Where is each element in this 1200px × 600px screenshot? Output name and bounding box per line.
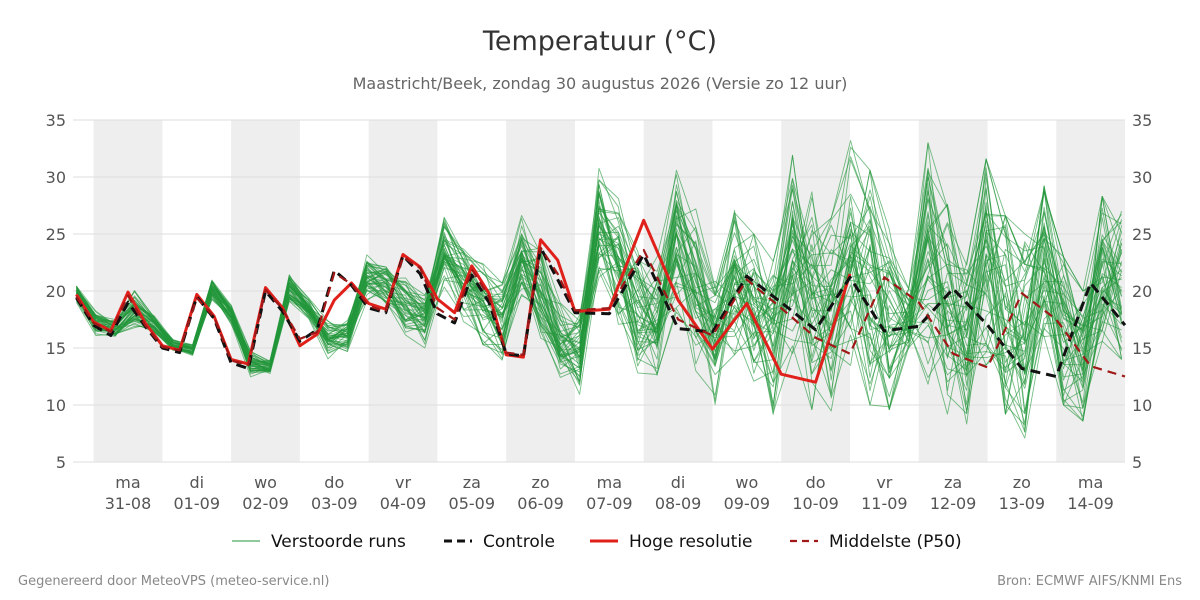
y-tick-right-15: 15 [1132, 339, 1152, 358]
x-tick-day-10-09: do [806, 473, 826, 492]
y-tick-left-10: 10 [46, 396, 66, 415]
x-tick-day-02-09: wo [254, 473, 277, 492]
x-tick-day-07-09: ma [597, 473, 622, 492]
legend-label-ensemble: Verstoorde runs [271, 532, 406, 552]
series-line-control [75, 246, 1127, 378]
x-tick-day-08-09: di [671, 473, 686, 492]
x-axis: ma 31-08 di 01-09 wo 02-09 do 03-09 vr 04-09 za 05-… [105, 473, 1114, 513]
x-tick-day-14-09: ma [1078, 473, 1103, 492]
x-tick-day-03-09: do [324, 473, 344, 492]
y-tick-left-30: 30 [46, 168, 66, 187]
y-tick-right-30: 30 [1132, 168, 1152, 187]
ensemble-member-47 [76, 221, 1123, 433]
x-tick-date-12-09: 12-09 [930, 494, 977, 513]
ensemble-lines [75, 140, 1123, 439]
y-tick-right-25: 25 [1132, 225, 1152, 244]
x-tick-date-07-09: 07-09 [586, 494, 633, 513]
x-tick-date-01-09: 01-09 [174, 494, 221, 513]
x-tick-date-11-09: 11-09 [861, 494, 908, 513]
x-tick-day-04-09: vr [395, 473, 411, 492]
x-tick-date-08-09: 08-09 [655, 494, 702, 513]
x-tick-day-31-08: ma [115, 473, 140, 492]
y-tick-left-20: 20 [46, 282, 66, 301]
y-tick-right-20: 20 [1132, 282, 1152, 301]
y-tick-left-5: 5 [56, 453, 66, 472]
x-tick-day-12-09: za [944, 473, 962, 492]
x-tick-day-09-09: wo [735, 473, 758, 492]
legend-label-hires: Hoge resolutie [629, 532, 753, 552]
x-tick-day-06-09: zo [531, 473, 549, 492]
y-tick-left-15: 15 [46, 339, 66, 358]
x-tick-date-05-09: 05-09 [449, 494, 496, 513]
y-axis-left: 5 10 15 20 25 30 35 [46, 111, 66, 472]
x-tick-day-05-09: za [463, 473, 481, 492]
y-tick-left-35: 35 [46, 111, 66, 130]
x-tick-day-13-09: zo [1013, 473, 1031, 492]
x-tick-date-13-09: 13-09 [999, 494, 1046, 513]
chart-title: Temperatuur (°C) [482, 26, 717, 57]
legend: Verstoorde runs Controle Hoge resolutie Mid… [232, 532, 962, 552]
ensemble-member-30 [76, 223, 1122, 415]
y-tick-right-5: 5 [1132, 453, 1142, 472]
legend-label-median: Middelste (P50) [829, 532, 962, 552]
x-tick-date-31-08: 31-08 [105, 494, 152, 513]
x-tick-date-14-09: 14-09 [1067, 494, 1114, 513]
x-tick-date-09-09: 09-09 [724, 494, 771, 513]
main-series-lines [75, 218, 1127, 384]
series-line-median [75, 246, 1126, 378]
x-tick-date-02-09: 02-09 [242, 494, 289, 513]
x-tick-date-04-09: 04-09 [380, 494, 427, 513]
footer-source: Bron: ECMWF AIFS/KNMI Ens [997, 574, 1182, 589]
x-tick-date-10-09: 10-09 [792, 494, 839, 513]
chart-subtitle: Maastricht/Beek, zondag 30 augustus 2026… [353, 74, 848, 93]
legend-label-control: Controle [483, 532, 555, 552]
ensemble-member-15 [76, 215, 1123, 422]
footer-generator: Gegenereerd door MeteoVPS (meteo-service… [18, 574, 329, 589]
x-tick-date-03-09: 03-09 [311, 494, 358, 513]
y-axis-right: 5 10 15 20 25 30 35 [1132, 111, 1152, 472]
x-tick-date-06-09: 06-09 [517, 494, 564, 513]
y-tick-right-10: 10 [1132, 396, 1152, 415]
x-tick-day-01-09: di [189, 473, 204, 492]
y-tick-left-25: 25 [46, 225, 66, 244]
x-tick-day-11-09: vr [876, 473, 892, 492]
ensemble-member-38 [76, 218, 1122, 422]
y-tick-right-35: 35 [1132, 111, 1152, 130]
